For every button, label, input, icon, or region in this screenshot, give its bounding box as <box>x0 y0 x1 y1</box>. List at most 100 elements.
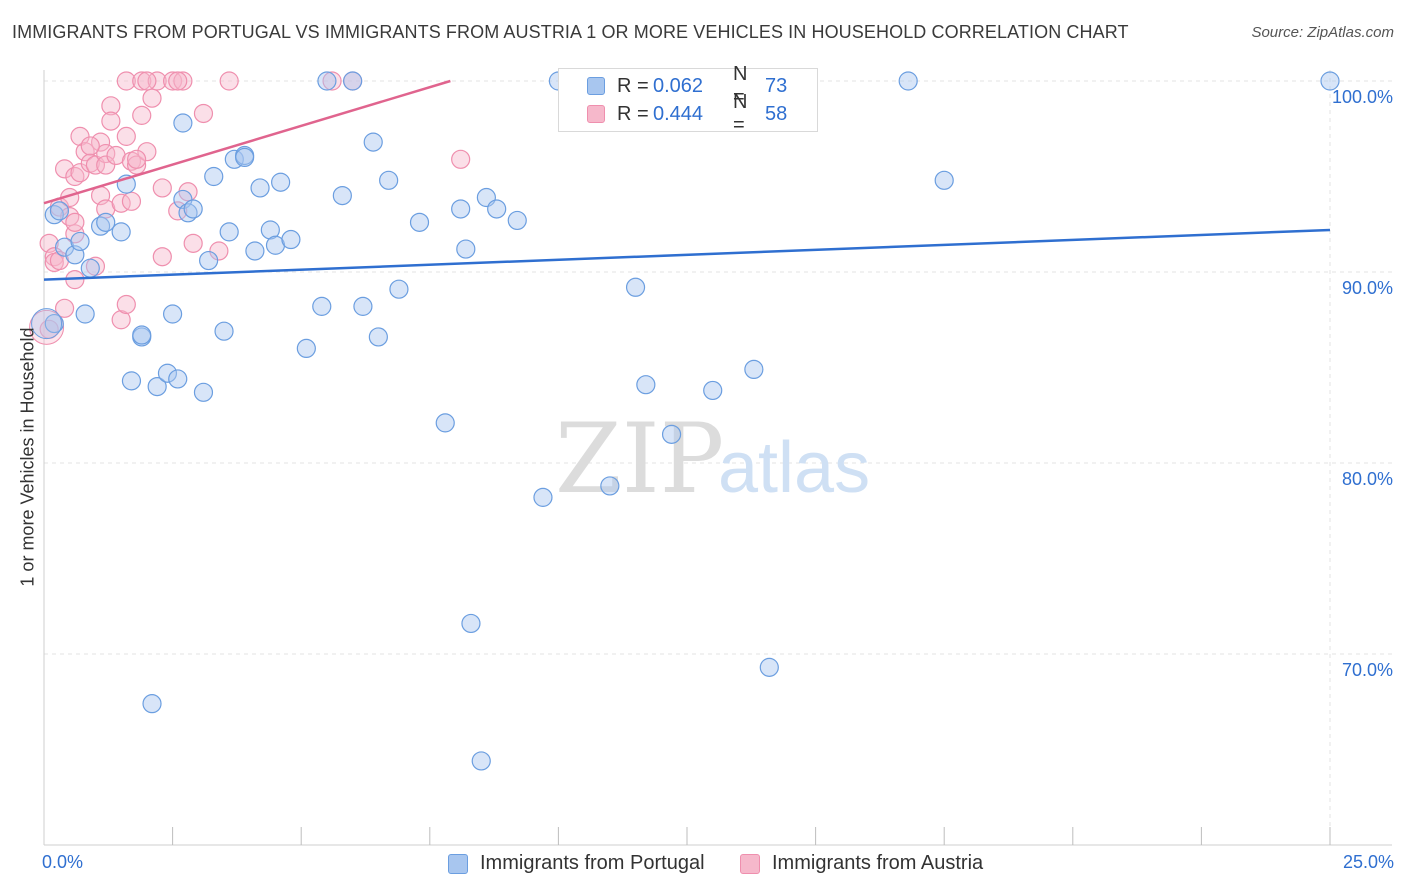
portugal-point <box>219 222 239 242</box>
portugal-point <box>487 199 507 219</box>
austria-point <box>90 132 111 152</box>
portugal-point <box>312 296 332 316</box>
austria-point <box>75 142 95 162</box>
y-axis-label: 1 or more Vehicles in Household <box>17 327 38 587</box>
watermark-atlas: atlas <box>718 428 870 508</box>
austria-point <box>65 166 85 187</box>
portugal-point <box>204 166 224 187</box>
portugal-point <box>121 371 142 391</box>
legend-r-value-austria: 0.444 <box>653 102 704 125</box>
portugal-point <box>44 313 64 334</box>
austria-point <box>70 163 90 183</box>
portugal-point <box>111 222 131 242</box>
portugal-point <box>157 363 178 383</box>
portugal-point <box>132 325 152 345</box>
legend-r-value-portugal: 0.062 <box>653 74 704 97</box>
legend-item-portugal[interactable]: Immigrants from Portugal <box>448 852 705 875</box>
legend-n-label: N = <box>733 63 748 108</box>
y-tick-label: 90.0% <box>1342 278 1393 298</box>
portugal-point <box>759 657 779 677</box>
austria-point <box>193 103 214 124</box>
portugal-point <box>1320 71 1340 91</box>
portugal-point <box>343 71 363 91</box>
portugal-point <box>214 321 234 341</box>
watermark-zip: ZIP <box>555 403 724 515</box>
portugal-point <box>75 304 95 324</box>
portugal-point <box>142 694 162 714</box>
portugal-point <box>235 147 255 167</box>
y-tick-label: 70.0% <box>1342 660 1393 680</box>
austria-point <box>96 155 116 175</box>
portugal-point <box>80 258 100 278</box>
portugal-point <box>934 170 954 190</box>
legend-n-label: N = <box>733 91 748 136</box>
austria-point <box>209 241 229 261</box>
portugal-point <box>199 250 219 271</box>
portugal-point <box>898 71 918 91</box>
legend-item-austria[interactable]: Immigrants from Austria <box>740 852 983 875</box>
portugal-point <box>507 210 527 231</box>
austria-point <box>126 155 147 175</box>
portugal-point <box>379 170 399 190</box>
portugal-point <box>353 296 373 316</box>
portugal-point <box>317 71 337 91</box>
y-tick-label: 100.0% <box>1332 87 1393 107</box>
source-credit: Source: ZipAtlas.com <box>1251 24 1394 41</box>
austria-point <box>451 149 471 169</box>
portugal-point <box>471 751 491 771</box>
y-tick-labels: 100.0% 90.0% 80.0% 70.0% <box>1332 87 1393 680</box>
austria-point <box>111 310 131 330</box>
austria-point <box>126 149 147 169</box>
portugal-point <box>168 369 188 389</box>
portugal-point <box>70 231 90 252</box>
austria-point <box>147 71 167 91</box>
trend-line-austria <box>43 79 451 205</box>
legend-row-austria: R = 0.444 N = 58 <box>559 91 788 136</box>
portugal-point <box>625 277 646 297</box>
austria-point <box>163 71 183 91</box>
legend-swatch-austria <box>740 853 760 874</box>
austria-point <box>142 88 162 108</box>
portugal-point <box>183 199 203 219</box>
legend-swatch-portugal <box>448 853 468 874</box>
portugal-point <box>31 308 63 340</box>
portugal-point <box>173 113 193 133</box>
portugal-point <box>451 199 471 219</box>
austria-point <box>54 159 75 179</box>
legend-n-value-austria: 58 <box>765 102 788 125</box>
x-tick-min: 0.0% <box>42 852 84 872</box>
portugal-point <box>44 205 64 225</box>
portugal-point <box>389 279 409 299</box>
portugal-point <box>245 241 265 261</box>
austria-point <box>54 298 75 318</box>
portugal-point <box>163 304 183 324</box>
austria-point <box>137 142 157 162</box>
austria-point <box>137 71 157 91</box>
chart-title: IMMIGRANTS FROM PORTUGAL VS IMMIGRANTS F… <box>12 22 1129 42</box>
portugal-point <box>661 424 682 444</box>
trend-line-portugal <box>43 228 1331 281</box>
austria-point <box>152 247 172 267</box>
austria-point <box>101 111 121 131</box>
portugal-point <box>296 338 316 358</box>
portugal-point <box>461 613 481 634</box>
portugal-point <box>363 132 383 152</box>
series-legend: Immigrants from Portugal Immigrants from… <box>0 850 1406 880</box>
austria-point <box>116 294 136 315</box>
portugal-point <box>368 327 388 347</box>
austria-point <box>70 126 90 146</box>
portugal-point <box>178 203 198 223</box>
austria-point <box>121 191 142 211</box>
x-tick-max: 25.0% <box>1342 852 1394 872</box>
portugal-points <box>31 71 1340 771</box>
portugal-point <box>409 212 430 232</box>
portugal-point <box>600 476 620 496</box>
austria-point <box>60 207 80 227</box>
portugal-point <box>49 201 70 221</box>
austria-point <box>168 71 188 91</box>
portugal-point <box>260 220 280 240</box>
austria-point <box>44 247 64 267</box>
austria-point <box>116 126 136 146</box>
portugal-point <box>703 380 723 401</box>
